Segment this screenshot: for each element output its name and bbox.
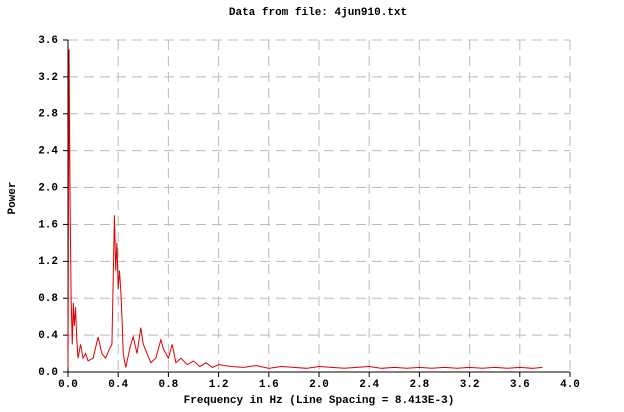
x-axis-label: Frequency in Hz (Line Spacing = 8.413E-3… (184, 395, 455, 407)
x-tick-label: 2.0 (309, 379, 329, 391)
x-tick-label: 1.2 (209, 379, 229, 391)
y-tick-label: 3.2 (38, 72, 58, 84)
x-tick-label: 3.2 (460, 379, 480, 391)
x-tick-label: 3.6 (510, 379, 530, 391)
x-tick-label: 4.0 (560, 379, 580, 391)
x-tick-label: 2.4 (359, 379, 379, 391)
x-tick-label: 2.8 (409, 379, 429, 391)
data-line (67, 49, 543, 369)
y-tick-label: 3.6 (38, 35, 58, 47)
y-tick-label: 0.8 (38, 293, 58, 305)
y-axis-label: Power (7, 181, 19, 214)
chart-title: Data from file: 4jun910.txt (229, 7, 407, 19)
x-tick-label: 0.0 (58, 379, 78, 391)
y-tick-label: 0.0 (38, 367, 58, 379)
y-tick-label: 2.4 (38, 146, 58, 158)
x-tick-label: 1.6 (259, 379, 279, 391)
y-tick-label: 1.2 (38, 256, 58, 268)
y-tick-label: 0.4 (38, 330, 58, 342)
x-tick-label: 0.8 (158, 379, 178, 391)
x-tick-label: 0.4 (108, 379, 128, 391)
y-tick-label: 2.0 (38, 182, 58, 194)
y-tick-label: 1.6 (38, 219, 58, 231)
y-tick-label: 2.8 (38, 109, 58, 121)
